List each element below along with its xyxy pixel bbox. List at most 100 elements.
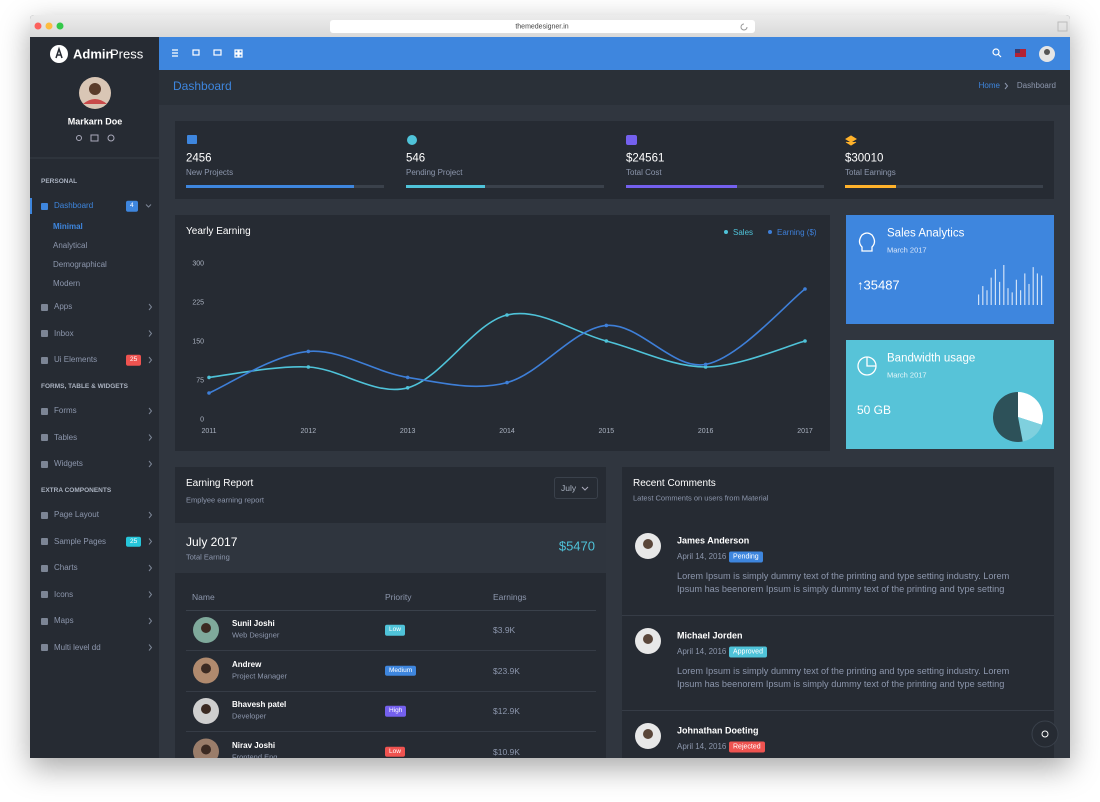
- menu-item[interactable]: Ui Elements: [54, 355, 98, 364]
- submenu-item[interactable]: Minimal: [53, 222, 83, 231]
- bandwidth-value: 50 GB: [857, 403, 892, 417]
- comment-date: April 14, 2016: [677, 647, 727, 656]
- comment-text: Lorem Ipsum is simply dummy text of the …: [677, 571, 1010, 594]
- sidebar: [30, 37, 159, 758]
- comments-card: [622, 467, 1054, 758]
- menu-icon: [41, 330, 48, 337]
- menu-item[interactable]: Page Layout: [54, 510, 99, 519]
- progress-fill: [406, 185, 486, 188]
- priority-badge: Low: [385, 746, 405, 757]
- priority-badge: Medium: [385, 665, 417, 676]
- brand-light: Press: [110, 46, 144, 62]
- row-earnings: $3.9K: [493, 624, 516, 635]
- menu-item[interactable]: Inbox: [54, 328, 74, 338]
- priority-badge: High: [385, 705, 407, 717]
- submenu-item[interactable]: Analytical: [53, 241, 88, 250]
- stat-label: Total Earnings: [845, 168, 896, 177]
- earning-subtitle: Emplyee earning report: [186, 495, 264, 505]
- total: $5470: [558, 538, 595, 554]
- column-header: Priority: [385, 591, 412, 602]
- menu-icon: [41, 434, 48, 441]
- status-badge: Rejected: [729, 741, 765, 753]
- menu-section: FORMS, TABLE & WIDGETS: [41, 382, 128, 390]
- column-header: Earnings: [493, 591, 527, 602]
- row-earnings: $10.9K: [493, 746, 520, 757]
- menu-item[interactable]: Sample Pages: [54, 536, 107, 546]
- menu-icon: [41, 460, 48, 468]
- comment-name: James Anderson: [677, 535, 750, 546]
- chart-card: [175, 215, 830, 451]
- period-label: Total Earning: [186, 552, 230, 562]
- page-title: Dashboard: [173, 79, 232, 93]
- column-header: Name: [192, 591, 215, 602]
- menu-item[interactable]: Maps: [54, 616, 74, 625]
- breadcrumb-home[interactable]: Home: [978, 81, 1000, 90]
- stat-value: 546: [406, 152, 426, 165]
- menu-item[interactable]: Icons: [54, 589, 74, 599]
- stat-value: 2456: [186, 152, 212, 165]
- menu-badge: 25: [126, 354, 142, 366]
- comment-name: Johnathan Doeting: [677, 725, 759, 736]
- sales-card: [846, 215, 1054, 324]
- menu-icon: [41, 564, 48, 572]
- comment-date: April 14, 2016: [677, 742, 727, 751]
- dropdown[interactable]: [554, 477, 598, 499]
- row-role: Project Manager: [232, 670, 288, 680]
- row-role: Frontend Eng: [232, 751, 278, 758]
- menu-icon: [41, 511, 48, 519]
- menu-item[interactable]: Apps: [54, 302, 73, 311]
- menu-section: PERSONAL: [41, 177, 78, 185]
- menu-icon: [41, 644, 48, 651]
- menu-icon: [41, 303, 48, 311]
- submenu-item[interactable]: Demographical: [53, 260, 107, 269]
- row-earnings: $23.9K: [493, 665, 520, 676]
- menu-item[interactable]: Forms: [54, 406, 77, 415]
- stat-label: Total Cost: [626, 168, 662, 177]
- menu-icon: [41, 356, 48, 364]
- bandwidth-date: March 2017: [887, 370, 927, 380]
- active-marker: [30, 198, 32, 214]
- menu-item[interactable]: Multi level dd: [54, 642, 101, 652]
- chart-title: Yearly Earning: [186, 226, 251, 237]
- menu-item[interactable]: Dashboard: [54, 201, 94, 210]
- user-name: Markarn Doe: [67, 116, 123, 127]
- comments-subtitle: Latest Comments on users from Material: [633, 493, 769, 503]
- sales-date: March 2017: [887, 245, 927, 255]
- sales-value: ↑35487: [857, 277, 900, 293]
- menu-icon: [41, 591, 48, 598]
- row-role: Developer: [232, 711, 267, 721]
- row-role: Web Designer: [232, 630, 280, 640]
- menu-badge: 4: [126, 200, 138, 212]
- menu-icon: [41, 538, 48, 545]
- row-name: Nirav Joshi: [232, 740, 276, 750]
- menu-icon: [41, 617, 48, 625]
- menu-icon: [41, 202, 48, 210]
- comment-name: Michael Jorden: [677, 630, 743, 641]
- menu-icon: [41, 407, 48, 415]
- brand: Admin: [73, 46, 114, 62]
- comment-divider: [622, 710, 1054, 711]
- topbar: [159, 37, 1070, 70]
- status-badge: Approved: [729, 646, 767, 658]
- row-name: Sunil Joshi: [232, 619, 275, 628]
- bandwidth-title: Bandwidth usage: [887, 352, 976, 365]
- period-band: [175, 523, 606, 573]
- progress-track: [406, 185, 604, 188]
- address-bar: [330, 20, 755, 33]
- menu-section: EXTRA COMPONENTS: [41, 486, 112, 494]
- menu-item[interactable]: Charts: [54, 563, 78, 572]
- progress-fill: [186, 185, 355, 188]
- dropdown-value[interactable]: July: [561, 482, 577, 493]
- stat-value: $30010: [845, 152, 884, 165]
- progress-fill: [845, 185, 897, 188]
- status-badge: Pending: [729, 551, 763, 563]
- progress-track: [845, 185, 1043, 188]
- progress-fill: [626, 185, 737, 188]
- breadcrumb-current: Dashboard: [1016, 81, 1056, 90]
- stat-label: New Projects: [186, 168, 234, 177]
- menu-item[interactable]: Tables: [54, 432, 78, 442]
- submenu-item[interactable]: Modern: [53, 279, 81, 288]
- menu-item[interactable]: Widgets: [54, 459, 83, 468]
- row-name: Andrew: [232, 659, 262, 669]
